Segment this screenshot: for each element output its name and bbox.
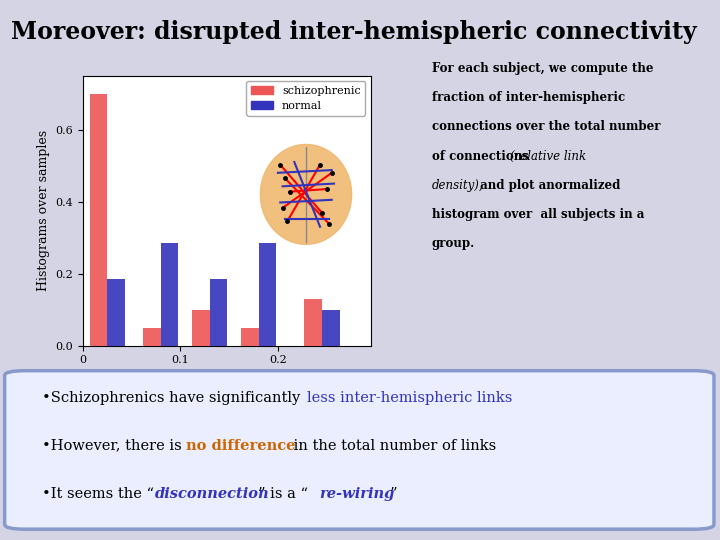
Text: ”: ” — [390, 487, 398, 501]
FancyBboxPatch shape — [4, 370, 714, 529]
Y-axis label: Histograms over samples: Histograms over samples — [37, 130, 50, 291]
Text: •It seems the “: •It seems the “ — [42, 487, 154, 501]
Bar — [161, 243, 179, 346]
Bar — [305, 299, 322, 346]
Text: in the total number of links: in the total number of links — [289, 438, 496, 453]
Text: connections over the total number: connections over the total number — [432, 120, 660, 133]
Text: re-wiring: re-wiring — [319, 487, 395, 501]
Text: •However, there is: •However, there is — [42, 438, 186, 453]
Text: ” is a “: ” is a “ — [258, 487, 308, 501]
Bar — [89, 93, 107, 346]
Text: less inter-hemispheric links: less inter-hemispheric links — [307, 391, 512, 405]
Bar — [241, 328, 258, 346]
Text: Moreover: disrupted inter-hemispheric connectivity: Moreover: disrupted inter-hemispheric co… — [11, 21, 696, 44]
Text: of connections: of connections — [432, 150, 537, 163]
Bar — [322, 309, 340, 346]
Text: disconnection: disconnection — [156, 487, 270, 501]
Text: and plot anormalized: and plot anormalized — [476, 179, 621, 192]
Text: For each subject, we compute the: For each subject, we compute the — [432, 62, 654, 75]
Bar — [143, 328, 161, 346]
Bar — [210, 279, 228, 346]
Ellipse shape — [261, 144, 351, 244]
Bar — [258, 243, 276, 346]
Legend: schizophrenic, normal: schizophrenic, normal — [246, 81, 365, 116]
Text: group.: group. — [432, 237, 475, 250]
Text: no difference: no difference — [186, 438, 295, 453]
Text: (relative link: (relative link — [510, 150, 587, 163]
Text: density),: density), — [432, 179, 484, 192]
X-axis label: Relative link density: Relative link density — [162, 371, 292, 384]
Text: histogram over  all subjects in a: histogram over all subjects in a — [432, 208, 644, 221]
Text: fraction of inter-hemispheric: fraction of inter-hemispheric — [432, 91, 625, 104]
Bar — [107, 279, 125, 346]
Text: •Schizophrenics have significantly: •Schizophrenics have significantly — [42, 391, 305, 405]
Bar — [192, 309, 210, 346]
